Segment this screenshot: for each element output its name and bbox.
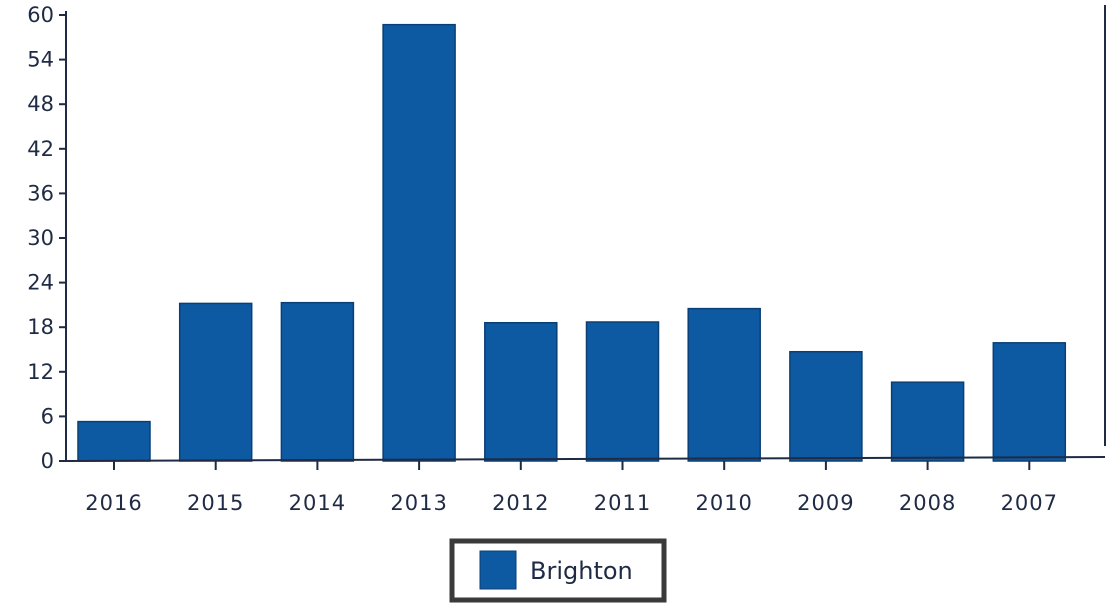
y-tick-label: 30 <box>27 226 54 250</box>
x-tick-label-2013: 2013 <box>390 491 447 515</box>
x-axis: 2016 2015 2014 2013 2012 2011 2010 2009 2008 2007 <box>65 456 1106 515</box>
x-tick-label-2016: 2016 <box>85 491 142 515</box>
y-tick-label: 60 <box>27 3 54 27</box>
y-tick-label: 54 <box>27 48 54 72</box>
x-tick-label-2014: 2014 <box>289 491 346 515</box>
x-tick-label-2007: 2007 <box>1001 491 1058 515</box>
bar-2009 <box>789 350 863 462</box>
x-axis-line <box>65 456 1106 462</box>
legend-swatch <box>479 550 517 590</box>
x-tick-label-2010: 2010 <box>695 491 752 515</box>
y-tick-label: 18 <box>27 315 54 339</box>
x-tick-label-2011: 2011 <box>594 491 651 515</box>
y-tick-label: 12 <box>27 360 54 384</box>
legend: Brighton <box>449 538 667 603</box>
bars <box>77 23 1067 462</box>
y-tick-label: 36 <box>27 181 54 205</box>
bar-2016 <box>77 420 151 462</box>
bar-2008 <box>890 381 965 462</box>
x-tick-label-2008: 2008 <box>899 491 956 515</box>
y-tick-label: 42 <box>27 137 54 161</box>
bar-2014 <box>280 301 355 462</box>
y-tick-label: 0 <box>41 449 54 473</box>
y-tick-label: 24 <box>27 271 54 295</box>
bar-2015 <box>178 302 253 462</box>
y-tick-label: 48 <box>27 92 54 116</box>
bar-2011 <box>585 321 660 462</box>
bar-2010 <box>687 307 761 462</box>
x-tick-label-2015: 2015 <box>187 491 244 515</box>
x-tick-label-2012: 2012 <box>492 491 549 515</box>
y-tick-label: 6 <box>41 404 54 428</box>
x-tick-label-2009: 2009 <box>797 491 854 515</box>
legend-label-brighton: Brighton <box>530 557 633 585</box>
bar-2013 <box>382 23 456 462</box>
bar-2007 <box>992 342 1067 462</box>
bar-2012 <box>484 321 558 462</box>
y-axis: 0 6 12 18 24 30 36 42 48 54 60 <box>27 3 1106 473</box>
